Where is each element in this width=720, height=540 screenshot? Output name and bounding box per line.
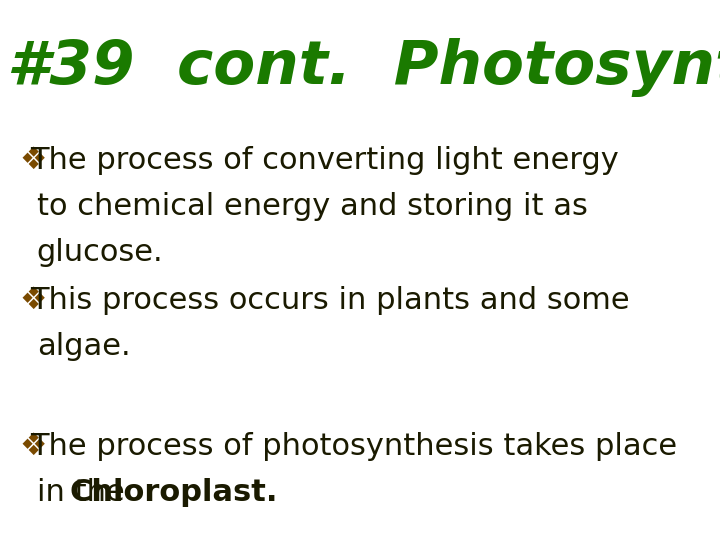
Text: #39  cont.  Photosynthesis: #39 cont. Photosynthesis	[7, 38, 720, 97]
Text: glucose.: glucose.	[37, 238, 163, 267]
Text: The process of photosynthesis takes place: The process of photosynthesis takes plac…	[30, 432, 677, 461]
Text: This process occurs in plants and some: This process occurs in plants and some	[30, 286, 629, 315]
Text: ❖: ❖	[19, 286, 47, 315]
Text: Chloroplast.: Chloroplast.	[69, 478, 278, 507]
Text: The process of converting light energy: The process of converting light energy	[30, 146, 618, 175]
Text: ❖: ❖	[19, 432, 47, 461]
Text: algae.: algae.	[37, 332, 130, 361]
Text: in the: in the	[37, 478, 135, 507]
Text: ❖: ❖	[19, 146, 47, 175]
Text: to chemical energy and storing it as: to chemical energy and storing it as	[37, 192, 588, 221]
